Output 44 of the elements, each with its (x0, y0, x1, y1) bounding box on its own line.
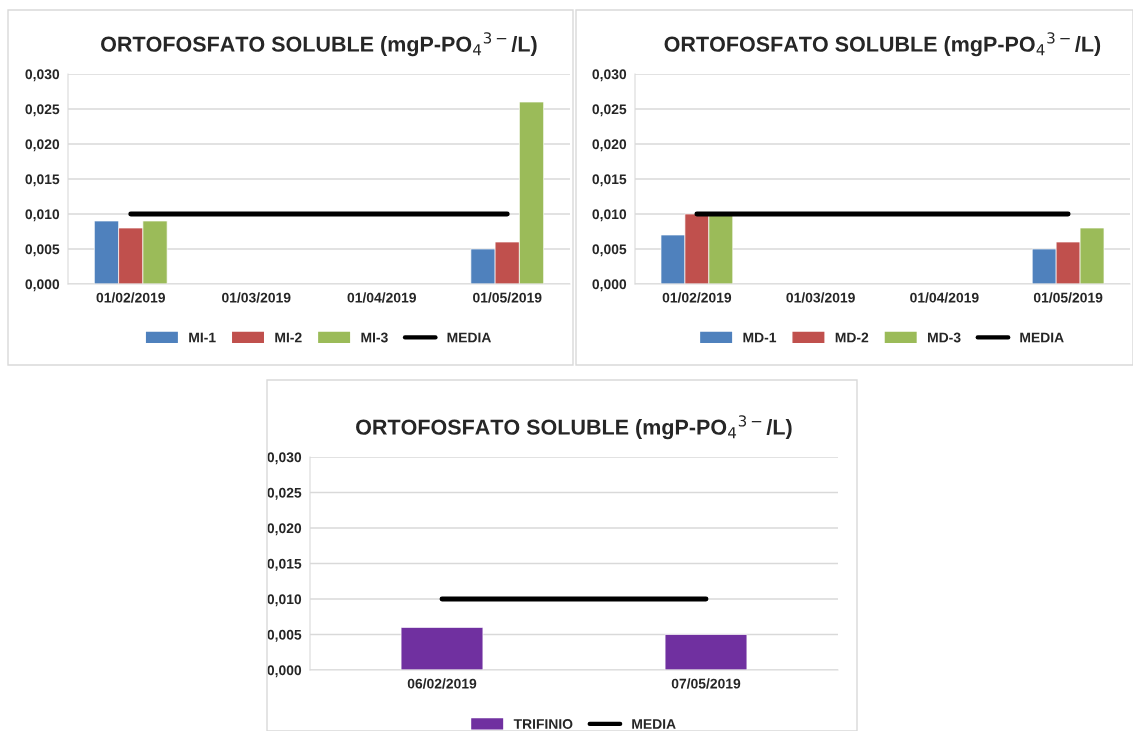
y-tick-label: 0,005 (592, 244, 627, 257)
legend-label: MI-1 (189, 332, 216, 343)
chart-title: ORTOFOSFATO SOLUBLE (mgP-PO$_{4}$$^{3−}$/L) (664, 32, 1101, 57)
x-tick-label: 06/02/2019 (407, 678, 477, 689)
chart-title: ORTOFOSFATO SOLUBLE (mgP-PO$_{4}$$^{3−}$/L) (101, 32, 537, 57)
legend-label: TRIFINIO (513, 719, 573, 729)
legend-label: MEDIA (632, 719, 676, 729)
y-tick-label: 0,030 (267, 452, 302, 465)
x-tick-label: 01/05/2019 (1033, 292, 1103, 303)
legend-label: MEDIA (447, 332, 492, 343)
legend-label: MD-1 (743, 332, 777, 343)
legend-label: MD-2 (835, 332, 869, 343)
legend-label: MEDIA (1020, 332, 1064, 343)
x-tick-label: 01/03/2019 (222, 292, 291, 303)
x-tick-label: 07/05/2019 (671, 678, 741, 689)
y-tick-label: 0,025 (25, 104, 60, 117)
y-tick-label: 0,010 (592, 209, 627, 222)
x-tick-label: 01/02/2019 (662, 292, 732, 303)
y-tick-label: 0,020 (267, 523, 302, 536)
y-tick-label: 0,000 (267, 665, 302, 678)
y-tick-label: 0,005 (25, 244, 60, 257)
y-tick-label: 0,030 (592, 69, 627, 82)
y-tick-label: 0,000 (25, 279, 60, 292)
y-tick-label: 0,000 (592, 279, 627, 292)
y-tick-label: 0,020 (592, 139, 627, 152)
y-tick-label: 0,015 (267, 558, 302, 571)
y-tick-label: 0,025 (267, 487, 302, 500)
x-tick-label: 01/04/2019 (910, 292, 979, 303)
legend-label: MD-3 (928, 332, 961, 343)
chart-title: ORTOFOSFATO SOLUBLE (mgP-PO$_{4}$$^{3−}$/L) (356, 415, 792, 440)
x-tick-label: 01/02/2019 (96, 292, 165, 303)
y-tick-label: 0,005 (267, 629, 302, 642)
y-tick-label: 0,015 (592, 174, 627, 187)
x-tick-label: 01/05/2019 (473, 292, 542, 303)
y-tick-label: 0,015 (25, 174, 60, 187)
legend-label: MI-3 (361, 332, 388, 343)
y-tick-label: 0,010 (25, 209, 60, 222)
y-tick-label: 0,010 (267, 594, 302, 607)
x-tick-label: 01/04/2019 (347, 292, 416, 303)
y-tick-label: 0,030 (25, 69, 60, 82)
legend-label: MI-2 (275, 332, 302, 343)
y-tick-label: 0,020 (25, 139, 60, 152)
x-tick-label: 01/03/2019 (786, 292, 855, 303)
y-tick-label: 0,025 (592, 104, 627, 117)
